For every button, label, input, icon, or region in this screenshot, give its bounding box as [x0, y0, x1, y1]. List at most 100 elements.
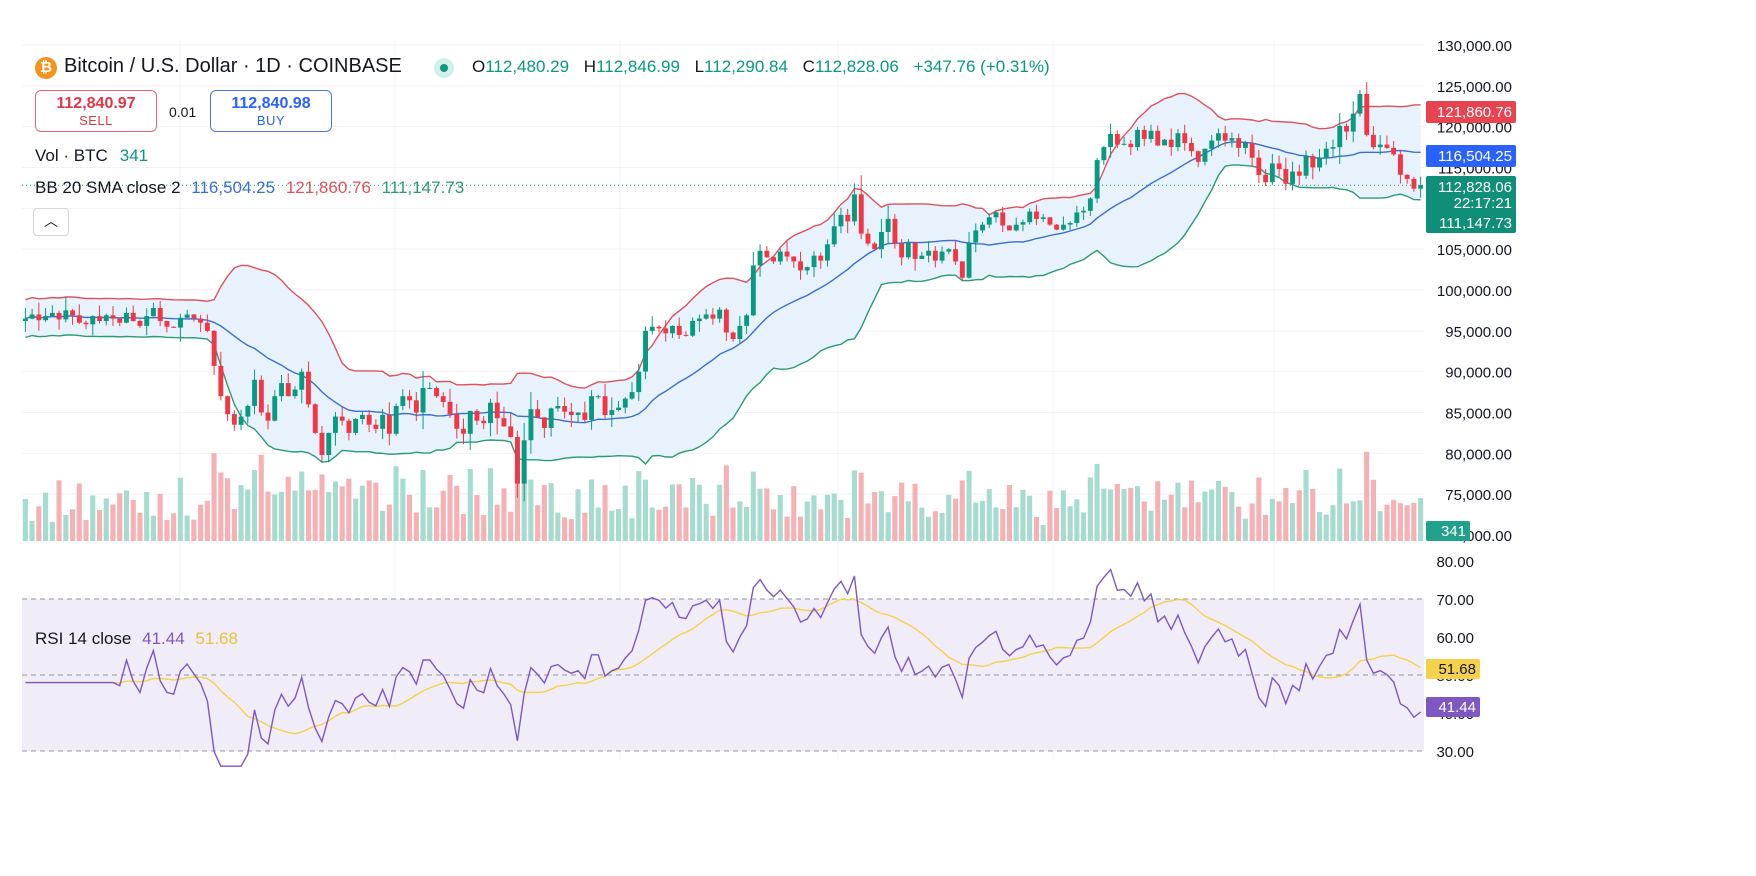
candle: [622, 397, 628, 414]
volume-bar: [845, 518, 851, 541]
candle: [1047, 217, 1053, 226]
candle: [959, 261, 965, 282]
candle: [1061, 216, 1066, 231]
volume-bar: [656, 509, 662, 541]
volume-bar: [1013, 507, 1019, 541]
candle: [306, 361, 311, 408]
volume-bar: [110, 504, 116, 541]
candle: [353, 418, 359, 436]
candle: [1391, 141, 1397, 157]
volume-bar: [966, 470, 972, 541]
svg-text:116,504.25: 116,504.25: [1438, 148, 1512, 165]
candle: [1081, 206, 1087, 221]
candle: [1310, 153, 1316, 180]
volume-legend-label: Vol · BTC: [35, 146, 108, 165]
volume-bar: [434, 507, 440, 541]
volume-bar: [218, 472, 224, 541]
candle: [83, 320, 89, 330]
volume-bar: [878, 491, 884, 541]
ohlc-low: 112,290.84: [704, 57, 788, 76]
candle: [1074, 205, 1080, 227]
candle: [1054, 224, 1060, 231]
symbol-title[interactable]: Bitcoin / U.S. Dollar · 1D · COINBASE: [64, 55, 402, 77]
volume-bar: [899, 482, 905, 541]
collapse-legend-button[interactable]: ︿: [33, 208, 69, 236]
rsi-legend-value: 41.44: [142, 629, 185, 648]
volume-bar: [710, 515, 716, 541]
candle: [757, 244, 763, 277]
volume-bar: [595, 507, 601, 541]
volume-bar: [1249, 503, 1255, 541]
rsi-tick-label: 80.00: [1436, 554, 1474, 571]
ohlc-open: 112,480.29: [485, 57, 570, 76]
candle: [1418, 176, 1424, 198]
svg-text:22:17:21: 22:17:21: [1454, 195, 1512, 212]
volume-bar: [676, 484, 682, 541]
candle: [1101, 146, 1107, 165]
candle: [144, 308, 150, 336]
volume-bar: [1384, 504, 1390, 541]
candle: [865, 228, 871, 246]
candle: [771, 255, 776, 264]
candle: [730, 331, 736, 342]
candle: [1411, 176, 1417, 192]
candle: [609, 397, 615, 427]
candle: [1377, 135, 1383, 155]
candle: [616, 400, 621, 412]
candle: [413, 392, 419, 422]
volume-bar: [811, 495, 817, 541]
volume-legend[interactable]: Vol · BTC 341: [35, 146, 148, 166]
volume-bar: [481, 515, 487, 541]
rsi-legend-label: RSI 14 close: [35, 629, 132, 648]
bollinger-legend[interactable]: BB 20 SMA close 2 116,504.25 121,860.76 …: [35, 178, 464, 198]
volume-bar: [393, 466, 399, 541]
volume-bar: [750, 471, 756, 541]
price-tick-label: 105,000.00: [1437, 242, 1512, 259]
candle: [49, 305, 55, 317]
volume-bar: [191, 519, 197, 541]
sell-button[interactable]: 112,840.97 SELL: [35, 90, 157, 132]
rsi-tick-label: 30.00: [1436, 744, 1474, 761]
volume-bar: [562, 517, 568, 541]
candle: [1263, 169, 1269, 186]
rsi-pane: [22, 568, 1424, 767]
bollinger-lower-line: [25, 164, 1421, 466]
candle: [905, 239, 911, 260]
candle: [1027, 208, 1033, 225]
volume-bar: [798, 516, 804, 541]
rsi-legend[interactable]: RSI 14 close 41.44 51.68: [35, 629, 238, 649]
buy-button[interactable]: 112,840.98 BUY: [210, 90, 332, 132]
candlesticks: [22, 82, 1424, 502]
candle: [980, 221, 985, 233]
sell-label: SELL: [79, 113, 113, 128]
candle: [29, 308, 35, 320]
candle: [191, 314, 197, 322]
volume-bar: [690, 478, 696, 541]
volume-bar: [487, 468, 493, 541]
volume-bar: [1283, 488, 1289, 541]
volume-bar: [22, 499, 28, 541]
volume-bar: [582, 512, 588, 541]
volume-bar: [305, 490, 311, 541]
volume-bar: [703, 503, 709, 541]
candle: [151, 302, 156, 317]
volume-bar: [986, 489, 992, 541]
volume-bar: [117, 493, 123, 541]
volume-bar: [1404, 505, 1410, 541]
candle: [1141, 125, 1147, 147]
candle: [1350, 101, 1356, 143]
volume-bar: [413, 512, 419, 541]
volume-bar: [171, 513, 177, 541]
candle: [825, 239, 830, 267]
volume-bar: [29, 520, 35, 541]
candle: [258, 375, 264, 416]
volume-bar: [447, 475, 453, 541]
volume-bar: [609, 510, 615, 541]
volume-bar: [1128, 487, 1134, 541]
price-tick-label: 95,000.00: [1445, 324, 1512, 341]
bb-lower-tag: 111,147.73: [1439, 215, 1512, 232]
candle: [663, 320, 669, 342]
